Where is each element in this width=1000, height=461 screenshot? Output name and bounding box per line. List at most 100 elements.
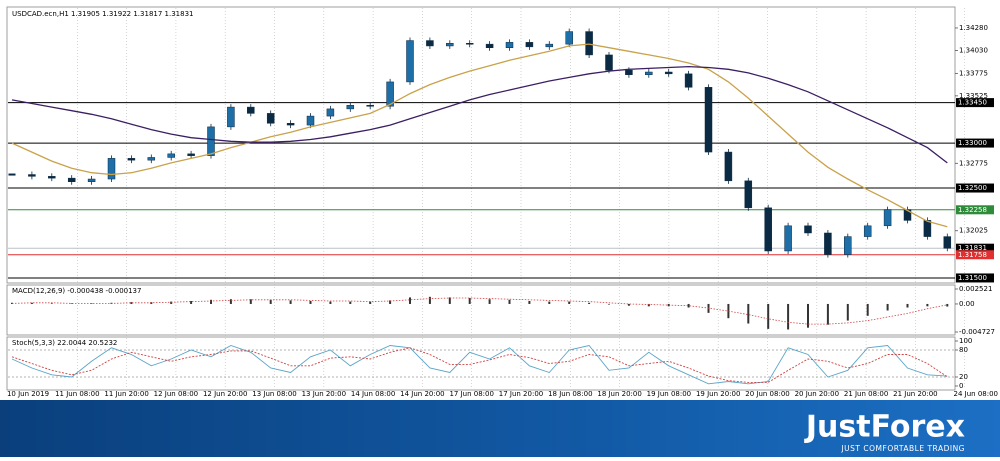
x-tick-label: 20 Jun 08:00 — [745, 390, 789, 398]
x-tick-label: 13 Jun 20:00 — [302, 390, 346, 398]
x-tick-label: 14 Jun 20:00 — [400, 390, 444, 398]
macd-bar — [349, 301, 352, 304]
candle — [326, 108, 335, 117]
macd-bar — [647, 303, 650, 307]
candle — [48, 176, 56, 179]
y-tick-label: 0.00 — [959, 300, 975, 308]
candle — [8, 173, 16, 176]
x-tick-label: 13 Jun 08:00 — [252, 390, 296, 398]
candle — [505, 42, 514, 48]
candle — [645, 71, 653, 75]
candle — [286, 123, 295, 126]
macd-bar — [409, 297, 411, 304]
candle — [565, 31, 573, 45]
x-tick-label: 19 Jun 08:00 — [647, 390, 691, 398]
macd-bar — [428, 296, 431, 304]
candle — [764, 207, 772, 252]
level-label-box — [956, 273, 994, 283]
macd-bar — [787, 303, 790, 330]
candle — [844, 236, 852, 255]
level-label-box — [956, 243, 994, 253]
macd-bar — [448, 297, 451, 304]
y-tick-label: 1.34030 — [959, 46, 988, 54]
macd-bar — [369, 301, 372, 304]
macd-title: MACD(12,26,9) -0.000438 -0.000137 — [12, 287, 141, 295]
x-tick-label: 14 Jun 08:00 — [351, 390, 395, 398]
macd-bar — [309, 300, 312, 304]
x-tick-label: 24 Jun 08:00 — [954, 390, 998, 398]
level-label-box — [956, 183, 994, 193]
x-tick-label: 11 Jun 08:00 — [55, 390, 99, 398]
candle — [684, 73, 693, 88]
macd-bar — [807, 303, 809, 328]
candle — [465, 43, 474, 45]
candle — [107, 158, 116, 180]
candle — [247, 106, 255, 114]
candle — [386, 81, 394, 107]
level-label-box — [956, 138, 994, 148]
candle — [525, 42, 534, 48]
banner — [0, 400, 1000, 457]
x-tick-label: 10 Jun 2019 — [7, 390, 49, 398]
level-label: 1.31500 — [958, 274, 987, 282]
macd-bar — [30, 302, 33, 304]
macd-bar — [269, 299, 272, 304]
candle — [28, 174, 36, 177]
macd-bar — [946, 303, 949, 307]
level-label: 1.31831 — [958, 244, 987, 252]
macd-bar — [210, 299, 212, 304]
candle — [207, 126, 215, 156]
macd-bar — [70, 303, 73, 304]
candle — [724, 151, 733, 182]
macd-bar — [747, 303, 750, 324]
macd-bar — [229, 299, 232, 304]
macd-bar — [866, 303, 869, 316]
candle — [406, 40, 414, 83]
candle — [187, 153, 195, 156]
y-tick-label: 1.33775 — [959, 69, 988, 77]
candle — [346, 105, 355, 110]
x-tick-label: 12 Jun 08:00 — [154, 390, 198, 398]
candle — [744, 180, 753, 209]
candle — [704, 87, 713, 153]
macd-bar — [50, 303, 53, 304]
stoch-line — [11, 347, 948, 383]
tagline: JUST COMFORTABLE TRADING — [840, 444, 965, 453]
candle — [167, 153, 175, 158]
price-panel — [6, 6, 956, 284]
y-tick-label: 1.32775 — [959, 159, 988, 167]
x-tick-label: 21 Jun 20:00 — [893, 390, 937, 398]
candle — [585, 31, 593, 56]
x-tick-label: 20 Jun 20:00 — [795, 390, 839, 398]
candle — [883, 209, 892, 227]
y-tick-label: 0 — [959, 382, 963, 390]
macd-bar — [170, 301, 173, 304]
price-title: USDCAD.ecn,H1 1.31905 1.31922 1.31817 1.… — [12, 10, 193, 18]
candle — [943, 236, 952, 249]
level-label: 1.32258 — [958, 206, 987, 214]
macd-bar — [627, 303, 630, 306]
macd-bar — [289, 300, 292, 304]
macd-bar — [926, 303, 929, 307]
y-tick-label: 100 — [959, 337, 972, 345]
candle — [227, 106, 235, 128]
signal-line — [11, 297, 948, 325]
level-label: 1.32500 — [958, 184, 987, 192]
x-tick-label: 17 Jun 20:00 — [499, 390, 543, 398]
y-tick-label: 1.33525 — [959, 92, 988, 100]
candle — [266, 113, 275, 124]
macd-bar — [528, 300, 531, 304]
macd-panel — [6, 284, 956, 336]
candle — [147, 157, 156, 161]
candle — [784, 225, 792, 252]
x-tick-label: 17 Jun 08:00 — [449, 390, 493, 398]
y-tick-label: -0.004727 — [959, 328, 995, 336]
candle — [804, 225, 812, 234]
stoch-panel — [6, 336, 956, 391]
macd-bar — [389, 300, 392, 304]
candle — [306, 115, 315, 126]
candle — [863, 225, 872, 237]
candle — [545, 43, 554, 48]
level-label: 1.33000 — [958, 139, 987, 147]
